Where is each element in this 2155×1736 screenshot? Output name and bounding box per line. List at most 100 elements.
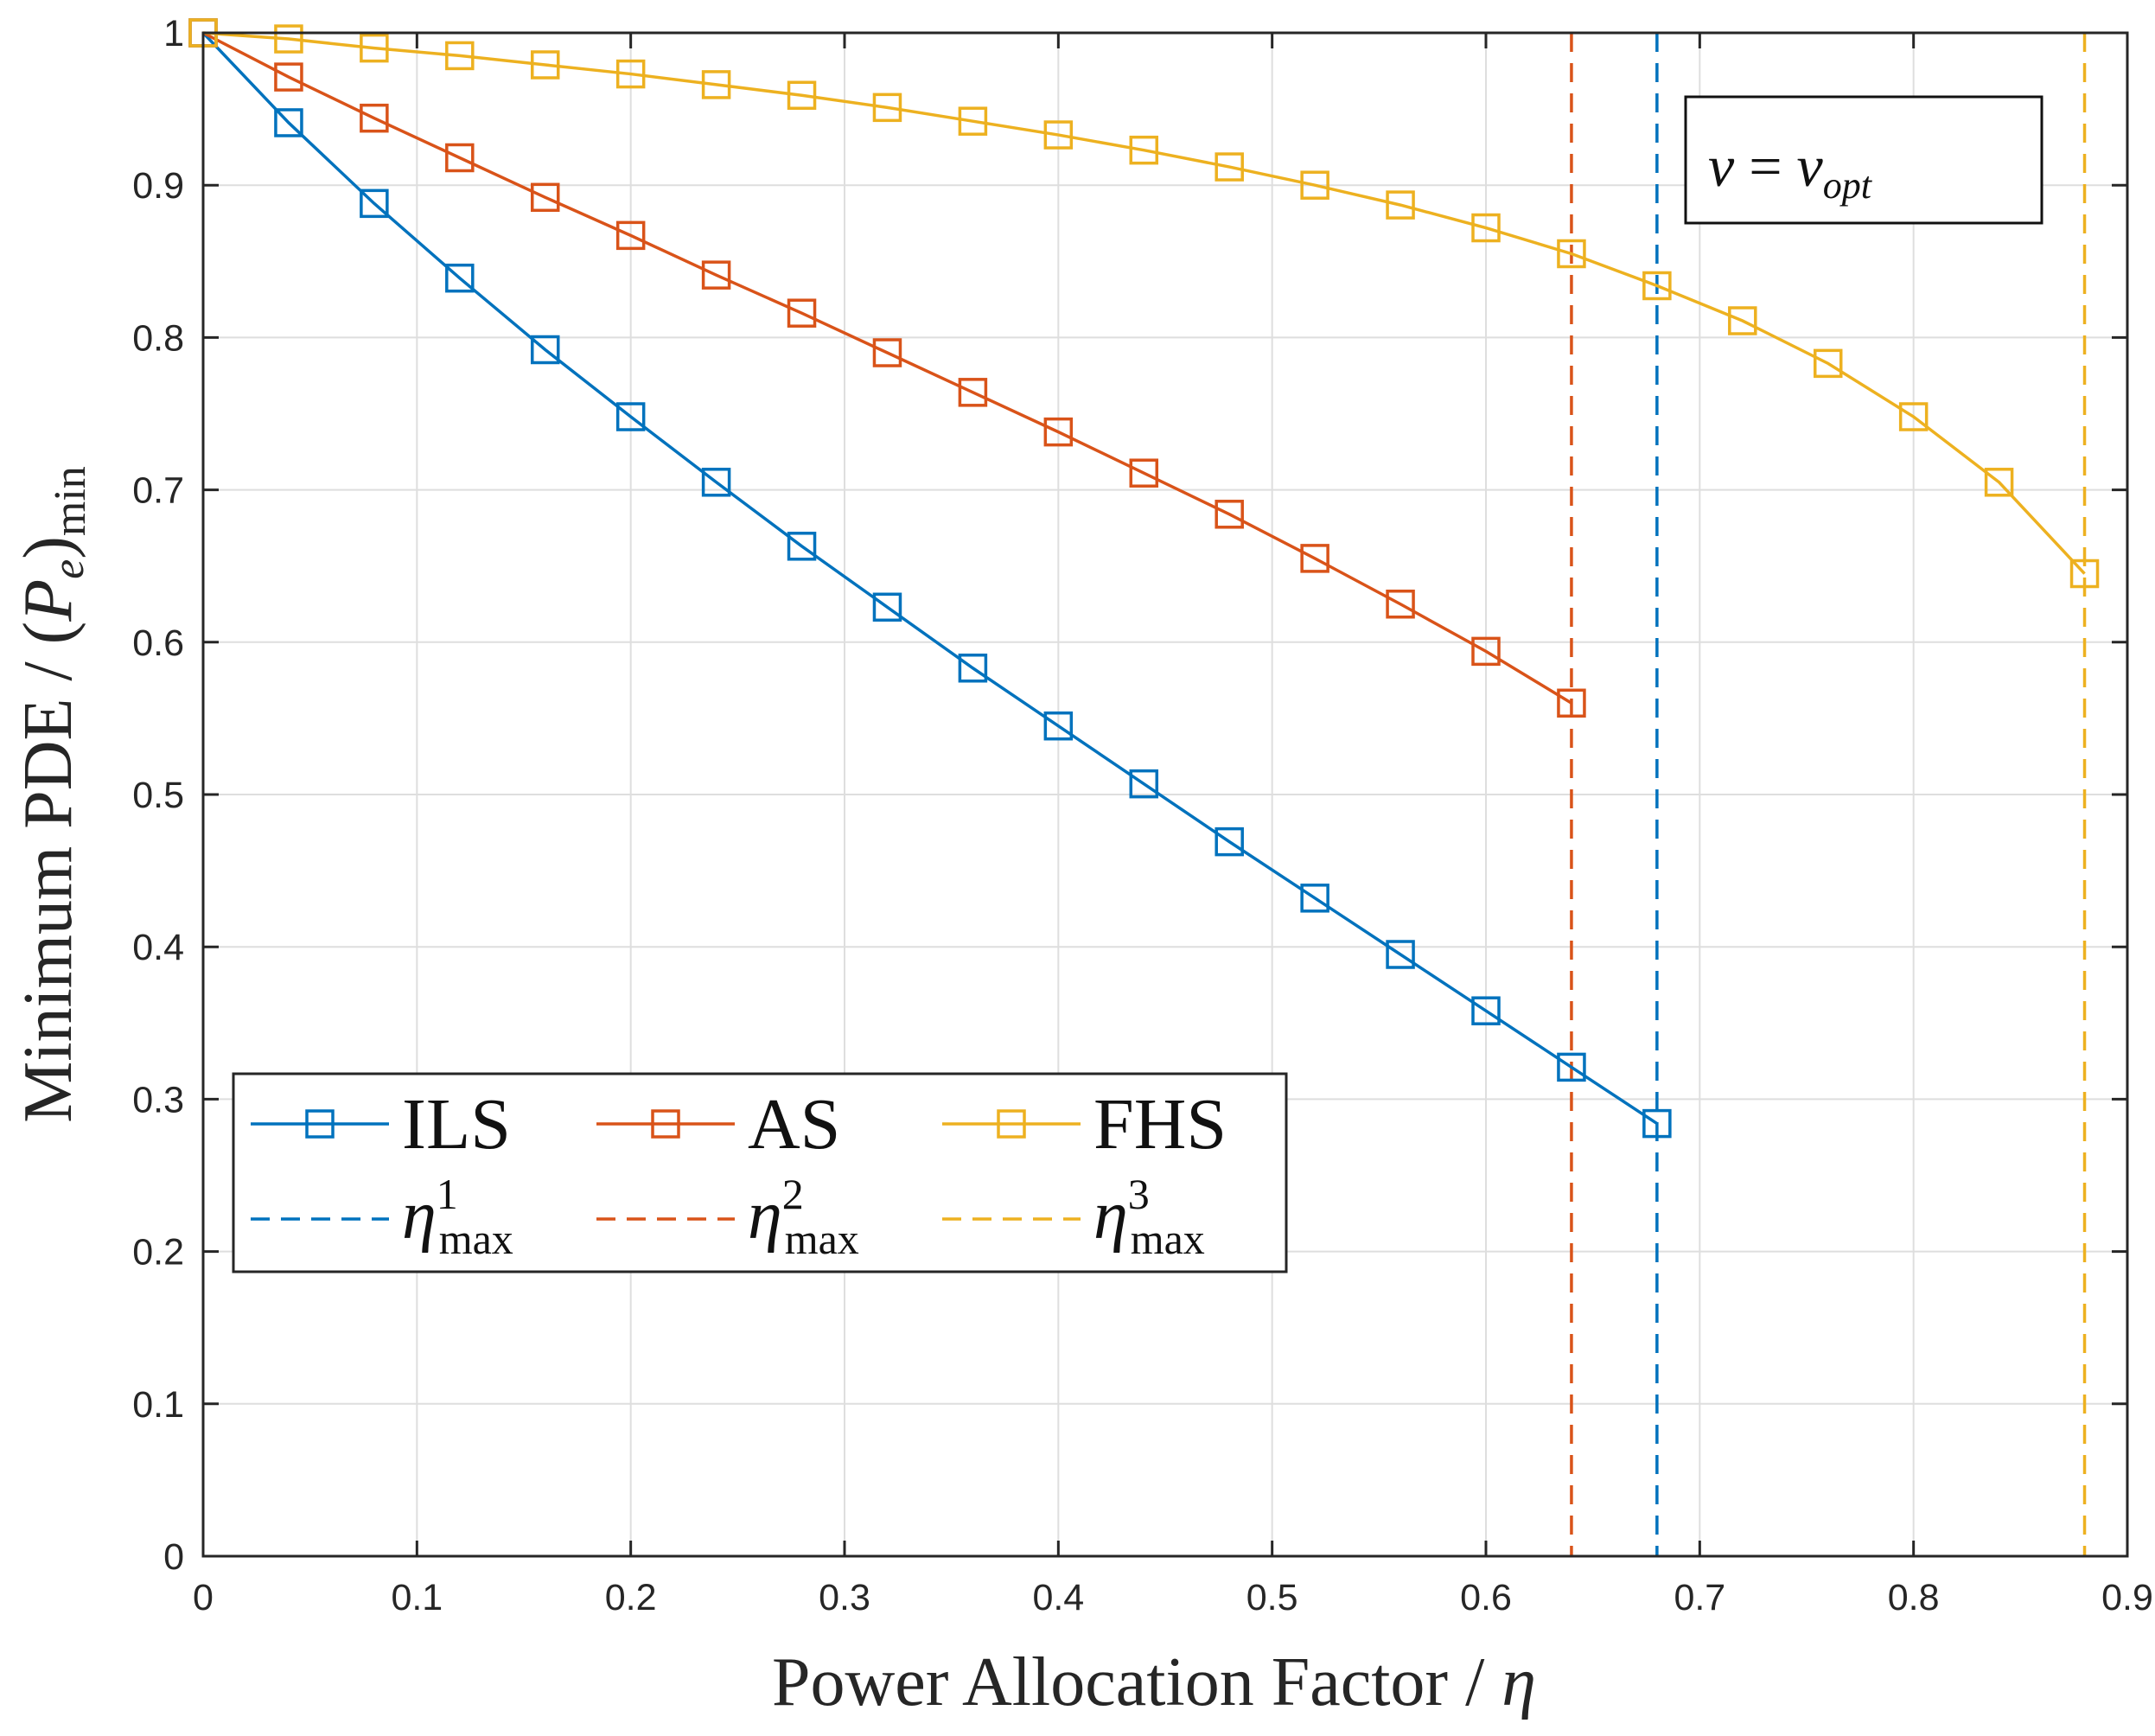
y-tick-label: 0 xyxy=(163,1536,184,1578)
x-tick-label: 0.8 xyxy=(1888,1577,1940,1618)
legend-marker-FHS xyxy=(997,1109,1026,1139)
data-point-FHS xyxy=(1215,152,1244,182)
y-tick-label: 0.4 xyxy=(132,927,184,968)
legend-marker-AS xyxy=(651,1109,680,1139)
data-point-FHS xyxy=(445,41,475,71)
y-tick-label: 0.9 xyxy=(132,165,184,207)
data-point-AS xyxy=(1557,688,1586,718)
y-tick-label: 0.3 xyxy=(132,1079,184,1120)
y-axis-title: Minimum PDE / (Pe)min xyxy=(10,466,95,1123)
data-point-FHS xyxy=(1813,348,1843,379)
x-tick-label: 0.5 xyxy=(1246,1577,1298,1618)
data-point-ILS xyxy=(1642,1108,1672,1139)
data-point-FHS xyxy=(1471,213,1501,243)
data-point-FHS xyxy=(1898,402,1929,431)
x-tick-label: 0.3 xyxy=(819,1577,870,1618)
data-point-AS xyxy=(1300,544,1329,573)
data-point-AS xyxy=(615,220,646,251)
legend-label-eta-max-2: η2 max xyxy=(748,1170,859,1263)
data-point-ILS xyxy=(1215,827,1244,857)
legend-box xyxy=(232,1072,1288,1273)
legend-label-eta-max-1: η1 max xyxy=(402,1170,513,1263)
data-point-FHS xyxy=(787,80,817,110)
y-axis-ticks: 0 0.1 0.2 0.3 0.4 0.5 0.6 0.7 0.8 0.9 1 xyxy=(132,13,2127,1578)
legend-label-eta-max-3: η3 max xyxy=(1093,1170,1205,1263)
data-point-FHS xyxy=(1728,306,1757,335)
data-point-AS xyxy=(1043,417,1074,447)
y-tick-label: 1 xyxy=(163,13,184,54)
x-tick-label: 0.4 xyxy=(1032,1577,1084,1618)
y-tick-label: 0.8 xyxy=(132,317,184,359)
data-point-ILS xyxy=(787,532,817,561)
nu-opt-annotation: ν = νopt xyxy=(1684,95,2043,225)
data-point-ILS xyxy=(1471,996,1501,1025)
data-point-FHS xyxy=(872,93,902,123)
data-point-FHS xyxy=(615,59,646,89)
annotation-box xyxy=(1684,95,2043,225)
data-point-FHS xyxy=(530,50,560,80)
data-point-ILS xyxy=(872,592,902,622)
series-line-FHS xyxy=(202,31,2086,575)
data-point-ILS xyxy=(360,188,389,219)
x-axis-title: Power Allocation Factor / η xyxy=(772,1644,1536,1720)
data-point-AS xyxy=(274,62,303,92)
series-FHS xyxy=(188,18,2100,589)
y-tick-label: 0.2 xyxy=(132,1232,184,1273)
data-point-FHS xyxy=(701,70,731,99)
data-series xyxy=(188,18,2100,1139)
data-point-ILS xyxy=(1557,1052,1586,1082)
data-point-AS xyxy=(360,103,389,133)
grid-lines xyxy=(202,32,2128,1557)
data-point-AS xyxy=(872,338,902,367)
legend-label-FHS: FHS xyxy=(1093,1084,1227,1165)
legend-label-ILS: ILS xyxy=(402,1084,511,1165)
legend-marker-ILS xyxy=(305,1109,335,1139)
data-point-ILS xyxy=(1129,769,1159,799)
data-point-AS xyxy=(787,298,817,328)
y-tick-label: 0.5 xyxy=(132,775,184,816)
x-tick-label: 0.2 xyxy=(605,1577,657,1618)
data-point-FHS xyxy=(1642,271,1672,301)
x-axis-ticks: 0 0.1 0.2 0.3 0.4 0.5 0.6 0.7 0.8 0.9 xyxy=(193,33,2153,1618)
data-point-AS xyxy=(1386,590,1415,619)
data-point-AS xyxy=(530,182,560,213)
data-point-FHS xyxy=(2069,558,2100,589)
data-point-AS xyxy=(958,378,988,407)
legend-label-AS: AS xyxy=(748,1084,840,1165)
y-tick-label: 0.6 xyxy=(132,622,184,664)
legend-entries: ILS AS FHS η1 max η2 max η3 max xyxy=(251,1084,1227,1263)
data-point-FHS xyxy=(1984,468,2014,497)
data-point-AS xyxy=(445,143,475,173)
data-point-ILS xyxy=(1043,711,1074,741)
data-point-AS xyxy=(701,260,731,290)
x-tick-label: 0 xyxy=(193,1577,214,1618)
series-AS xyxy=(188,18,1586,718)
data-point-FHS xyxy=(360,33,389,63)
data-point-FHS xyxy=(1300,170,1329,200)
series-line-AS xyxy=(202,31,1572,705)
data-point-AS xyxy=(1129,458,1159,488)
annotation-text: ν = νopt xyxy=(1708,133,1873,207)
data-point-ILS xyxy=(615,402,646,431)
data-point-FHS xyxy=(1129,135,1159,165)
data-point-ILS xyxy=(1300,884,1329,913)
data-point-FHS xyxy=(1386,190,1415,220)
data-point-ILS xyxy=(274,108,303,137)
data-point-ILS xyxy=(530,335,560,365)
x-tick-label: 0.9 xyxy=(2101,1577,2153,1618)
x-tick-label: 0.7 xyxy=(1674,1577,1725,1618)
data-point-FHS xyxy=(274,24,303,54)
data-point-AS xyxy=(1215,500,1244,529)
legend: ILS AS FHS η1 max η2 max η3 max xyxy=(232,1072,1288,1273)
data-point-FHS xyxy=(958,106,988,136)
y-tick-label: 0.1 xyxy=(132,1384,184,1426)
data-point-ILS xyxy=(1386,940,1415,969)
data-point-ILS xyxy=(445,263,475,293)
x-tick-label: 0.6 xyxy=(1460,1577,1512,1618)
data-point-FHS xyxy=(1557,239,1586,269)
data-point-FHS xyxy=(1043,120,1074,150)
data-point-ILS xyxy=(958,654,988,683)
y-tick-label: 0.7 xyxy=(132,470,184,512)
data-point-ILS xyxy=(701,468,731,497)
